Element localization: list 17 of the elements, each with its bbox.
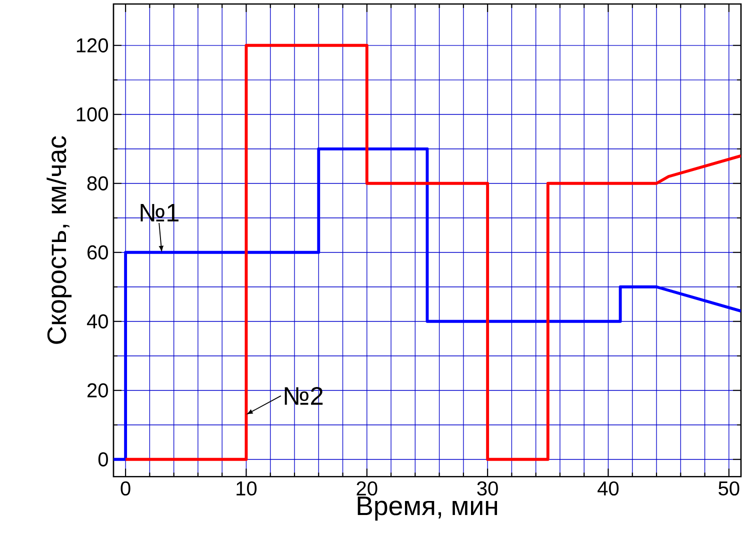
- y-tick-label: 100: [76, 107, 108, 122]
- x-tick-label: 20: [356, 481, 378, 496]
- line-series: [124, 44, 741, 461]
- line-series: [113, 147, 741, 461]
- y-tick-label: 20: [88, 383, 108, 398]
- x-tick-label: 10: [236, 481, 257, 496]
- x-tick-label: 30: [477, 481, 498, 496]
- x-tick-label: 50: [718, 481, 740, 496]
- x-tick-label: 0: [120, 481, 130, 496]
- y-tick-label: 120: [76, 38, 108, 52]
- y-tick-label: 80: [87, 176, 108, 190]
- x-axis-title: Время, мин: [358, 496, 498, 521]
- y-axis-title: Скорость, км/час: [46, 136, 72, 344]
- y-tick-label: 60: [88, 245, 108, 260]
- y-tick-label: 40: [86, 314, 108, 328]
- y-tick-label: 0: [98, 452, 108, 466]
- x-tick-label: 40: [598, 481, 619, 496]
